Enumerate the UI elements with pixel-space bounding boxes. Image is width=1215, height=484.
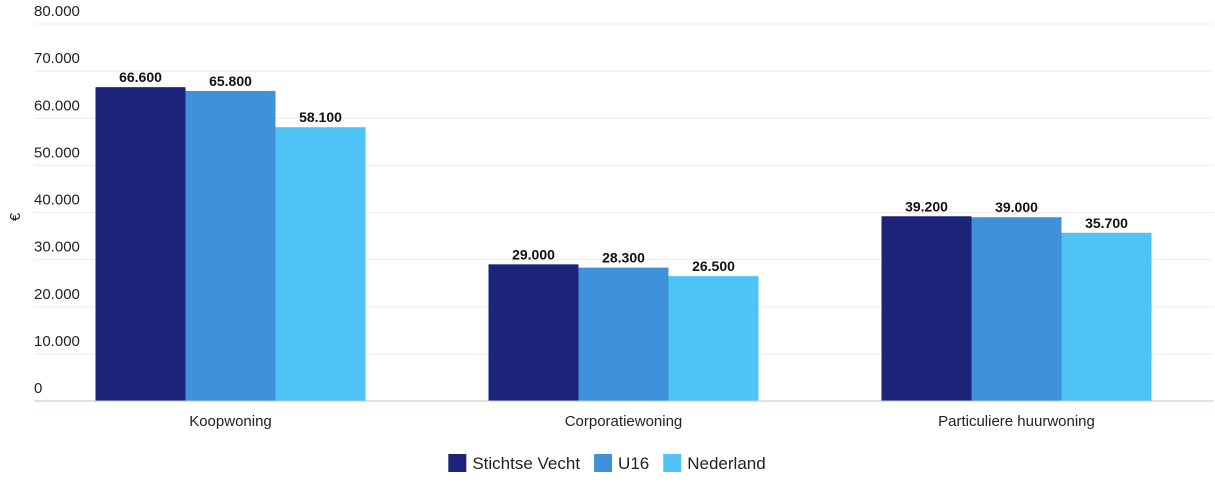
bars (95, 87, 1152, 402)
bar (881, 216, 972, 401)
legend-swatch (663, 454, 682, 472)
data-label: 39.000 (995, 199, 1038, 215)
legend-item[interactable]: U16 (594, 454, 649, 473)
y-tick-label: 40.000 (34, 192, 80, 209)
bar (971, 217, 1062, 401)
x-category-label: Particuliere huurwoning (938, 413, 1095, 430)
y-tick-label: 70.000 (34, 50, 80, 67)
legend-label: U16 (618, 454, 649, 473)
bar (95, 87, 186, 402)
data-label: 35.700 (1085, 215, 1128, 231)
y-tick-label: 30.000 (34, 239, 80, 256)
y-tick-label: 50.000 (34, 144, 80, 161)
x-category-label: Corporatiewoning (565, 413, 683, 430)
data-label: 58.100 (299, 109, 342, 125)
bar (578, 267, 669, 401)
bar (185, 90, 276, 401)
data-label: 66.600 (119, 69, 162, 85)
bar (275, 127, 366, 402)
data-label: 65.800 (209, 73, 252, 89)
y-axis-ticks: 0 10.000 20.000 30.000 40.000 50.000 60.000 70.… (34, 3, 80, 397)
x-category-label: Koopwoning (189, 413, 272, 430)
legend-item[interactable]: Nederland (663, 454, 766, 473)
y-tick-label: 10.000 (34, 333, 80, 350)
data-label: 26.500 (692, 258, 735, 274)
legend-label: Nederland (687, 454, 765, 473)
legend: Stichtse Vecht U16 Nederland (448, 454, 766, 473)
y-axis-label: € (7, 212, 24, 221)
legend-item[interactable]: Stichtse Vecht (448, 454, 580, 473)
y-tick-label: 20.000 (34, 286, 80, 303)
data-label: 28.300 (602, 250, 645, 266)
legend-swatch (594, 454, 613, 472)
bar (1061, 232, 1152, 401)
legend-swatch (448, 454, 467, 472)
bar (668, 276, 759, 401)
data-label: 39.200 (905, 198, 948, 214)
bar (488, 264, 579, 401)
y-tick-label: 80.000 (34, 3, 80, 20)
data-labels: 66.600 65.800 58.100 29.000 28.300 26.500 39.2… (119, 69, 1128, 274)
data-label: 29.000 (512, 246, 555, 262)
x-axis-categories: Koopwoning Corporatiewoning Particuliere h… (189, 413, 1095, 430)
y-tick-label: 0 (34, 380, 42, 397)
y-tick-label: 60.000 (34, 97, 80, 114)
legend-label: Stichtse Vecht (472, 454, 580, 473)
